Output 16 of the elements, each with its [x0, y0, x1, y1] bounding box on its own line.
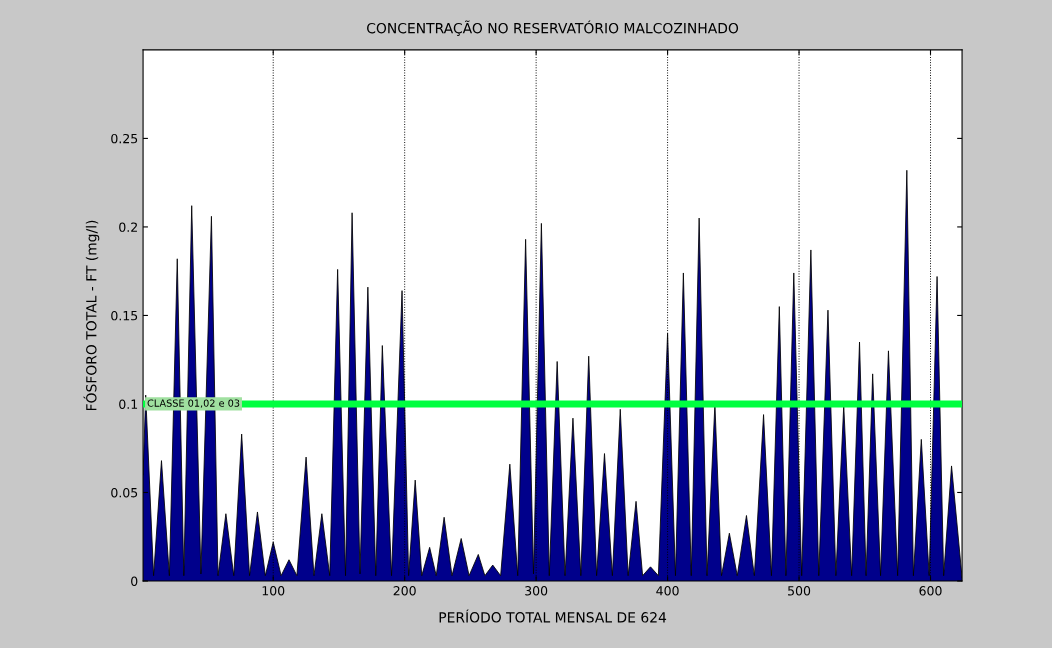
y-tick-label: 0.1 — [119, 399, 138, 409]
y-axis-title: FÓSFORO TOTAL - FT (mg/l) — [83, 220, 100, 411]
chart-title: CONCENTRAÇÃO NO RESERVATÓRIO MALCOZINHADO — [367, 20, 739, 36]
y-tick-label: 0.2 — [119, 222, 137, 232]
x-tick-label: 400 — [656, 586, 679, 596]
y-tick-label: 0 — [131, 576, 138, 586]
ref-line-label: CLASSE 01,02 e 03 — [147, 399, 240, 408]
x-tick-label: 100 — [262, 586, 285, 596]
x-tick-label: 200 — [393, 586, 416, 596]
y-tick-label: 0.15 — [111, 310, 138, 321]
x-tick-label: 600 — [919, 586, 942, 596]
x-tick-label: 500 — [788, 586, 811, 596]
y-tick-label: 0.05 — [111, 487, 138, 498]
x-axis-title: PERÍODO TOTAL MENSAL DE 624 — [439, 609, 667, 623]
y-tick-label: 0.25 — [111, 133, 138, 144]
x-tick-label: 300 — [525, 586, 548, 596]
